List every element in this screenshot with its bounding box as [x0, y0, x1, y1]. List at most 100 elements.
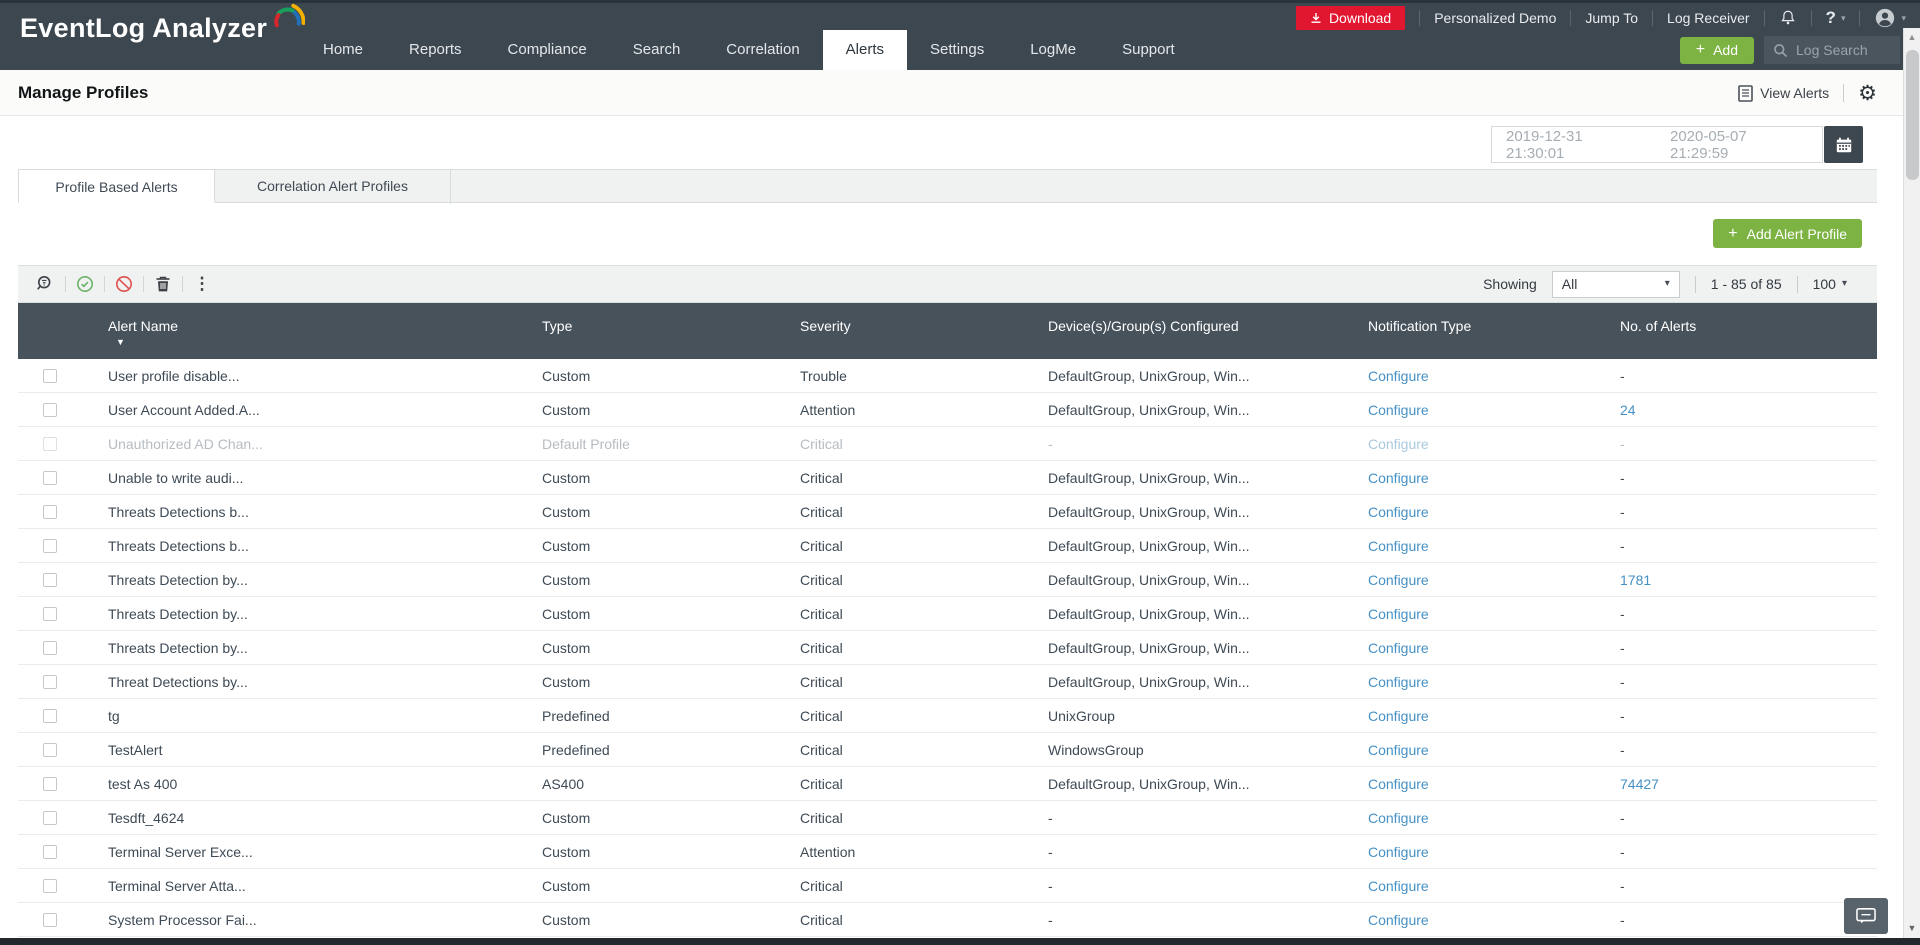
date-range-end: 2020-05-07 21:29:59 [1670, 127, 1747, 162]
row-checkbox[interactable] [43, 606, 57, 621]
configure-link[interactable]: Configure [1368, 673, 1429, 690]
alert-count-cell[interactable]: - [1620, 707, 1625, 724]
nav-item-settings[interactable]: Settings [930, 41, 985, 58]
configure-link[interactable]: Configure [1368, 843, 1429, 860]
app-logo[interactable]: EventLog Analyzer [20, 3, 306, 44]
column-header-notification-type[interactable]: Notification Type [1368, 318, 1472, 334]
configure-link[interactable]: Configure [1368, 435, 1429, 452]
configure-link[interactable]: Configure [1368, 537, 1429, 554]
configure-link[interactable]: Configure [1368, 911, 1429, 928]
filter-select[interactable]: All ▾ [1551, 270, 1680, 298]
configure-link[interactable]: Configure [1368, 469, 1429, 486]
configure-link[interactable]: Configure [1368, 639, 1429, 656]
log-search-input[interactable] [1796, 42, 1886, 58]
date-filter-row: 2019-12-31 21:30:01 2020-05-07 21:29:59 [0, 117, 1903, 169]
row-checkbox[interactable] [43, 504, 57, 519]
alert-count-cell[interactable]: - [1620, 469, 1625, 486]
jump-to-link[interactable]: Jump To [1585, 10, 1639, 26]
tab-profile-based-alerts[interactable]: Profile Based Alerts [18, 169, 215, 203]
date-range-field[interactable]: 2019-12-31 21:30:01 2020-05-07 21:29:59 [1491, 126, 1823, 163]
column-header-no-of-alerts[interactable]: No. of Alerts [1620, 318, 1697, 334]
nav-item-home[interactable]: Home [323, 41, 364, 58]
chat-feedback-button[interactable] [1844, 898, 1888, 934]
disable-icon[interactable] [108, 271, 140, 297]
nav-item-alerts[interactable]: Alerts [822, 30, 908, 70]
column-header-type[interactable]: Type [542, 318, 573, 334]
alert-count-cell[interactable]: - [1620, 503, 1625, 520]
calendar-button[interactable] [1824, 126, 1863, 163]
column-header-alert-name[interactable]: Alert Name ▼ [108, 318, 179, 347]
notifications-bell-icon[interactable] [1779, 9, 1797, 27]
alert-count-cell[interactable]: - [1620, 639, 1625, 656]
personalized-demo-link[interactable]: Personalized Demo [1434, 10, 1557, 26]
alert-count-cell[interactable]: - [1620, 843, 1625, 860]
alert-count-cell[interactable]: 74427 [1620, 775, 1659, 792]
configure-link[interactable]: Configure [1368, 367, 1429, 384]
horizontal-scrollbar[interactable] [0, 938, 1920, 945]
scroll-up-icon[interactable]: ▲ [1907, 32, 1917, 42]
add-button[interactable]: + Add [1679, 36, 1754, 64]
row-checkbox[interactable] [43, 368, 57, 383]
configure-link[interactable]: Configure [1368, 605, 1429, 622]
alert-count-cell[interactable]: 1781 [1620, 571, 1652, 588]
delete-icon[interactable] [147, 271, 179, 297]
gear-icon[interactable]: ⚙ [1858, 81, 1877, 105]
row-checkbox[interactable] [43, 402, 57, 417]
row-checkbox[interactable] [43, 674, 57, 689]
log-search-box[interactable] [1764, 36, 1900, 64]
configure-link[interactable]: Configure [1368, 741, 1429, 758]
nav-item-reports[interactable]: Reports [409, 41, 462, 58]
row-checkbox[interactable] [43, 912, 57, 927]
sort-desc-icon[interactable]: ▼ [116, 337, 125, 347]
help-menu[interactable]: ? ▾ [1826, 8, 1846, 28]
alert-count-cell[interactable]: - [1620, 911, 1625, 928]
row-checkbox[interactable] [43, 538, 57, 553]
row-checkbox[interactable] [43, 470, 57, 485]
alert-count-cell[interactable]: - [1620, 741, 1625, 758]
vertical-scrollbar[interactable]: ▲ ▼ [1903, 28, 1920, 945]
add-alert-profile-button[interactable]: + Add Alert Profile [1713, 219, 1862, 248]
configure-link[interactable]: Configure [1368, 775, 1429, 792]
alert-count-cell[interactable]: - [1620, 605, 1625, 622]
configure-link[interactable]: Configure [1368, 877, 1429, 894]
search-filter-icon[interactable] [30, 271, 62, 297]
alert-count-cell[interactable]: - [1620, 809, 1625, 826]
row-checkbox[interactable] [43, 844, 57, 859]
row-checkbox[interactable] [43, 640, 57, 655]
configure-link[interactable]: Configure [1368, 401, 1429, 418]
row-checkbox[interactable] [43, 810, 57, 825]
row-checkbox[interactable] [43, 708, 57, 723]
tab-correlation-alert-profiles[interactable]: Correlation Alert Profiles [215, 170, 451, 204]
configure-link[interactable]: Configure [1368, 809, 1429, 826]
alert-count-cell[interactable]: - [1620, 367, 1625, 384]
alert-count-cell[interactable]: - [1620, 537, 1625, 554]
enable-icon[interactable] [69, 271, 101, 297]
row-checkbox[interactable] [43, 436, 57, 451]
scroll-down-icon[interactable]: ▼ [1907, 923, 1917, 933]
nav-item-logme[interactable]: LogMe [1030, 41, 1077, 58]
download-button[interactable]: Download [1295, 6, 1406, 30]
page-size-select[interactable]: 100 ▾ [1813, 276, 1847, 292]
nav-item-support[interactable]: Support [1122, 41, 1175, 58]
configure-link[interactable]: Configure [1368, 571, 1429, 588]
configure-link[interactable]: Configure [1368, 503, 1429, 520]
alert-count-cell[interactable]: - [1620, 435, 1625, 452]
scrollbar-thumb[interactable] [1906, 50, 1919, 180]
column-header-devices[interactable]: Device(s)/Group(s) Configured [1048, 318, 1239, 334]
nav-item-search[interactable]: Search [632, 41, 681, 58]
row-checkbox[interactable] [43, 878, 57, 893]
row-checkbox[interactable] [43, 776, 57, 791]
alert-count-cell[interactable]: - [1620, 673, 1625, 690]
view-alerts-button[interactable]: View Alerts [1738, 84, 1829, 102]
configure-link[interactable]: Configure [1368, 707, 1429, 724]
user-account-menu[interactable]: ▾ [1874, 7, 1906, 29]
row-checkbox[interactable] [43, 742, 57, 757]
alert-count-cell[interactable]: - [1620, 877, 1625, 894]
row-checkbox[interactable] [43, 572, 57, 587]
nav-item-compliance[interactable]: Compliance [507, 41, 587, 58]
more-options-icon[interactable]: ⋮ [193, 274, 211, 293]
nav-item-correlation[interactable]: Correlation [726, 41, 800, 58]
log-receiver-link[interactable]: Log Receiver [1667, 10, 1750, 26]
alert-count-cell[interactable]: 24 [1620, 401, 1636, 418]
column-header-severity[interactable]: Severity [800, 318, 851, 334]
